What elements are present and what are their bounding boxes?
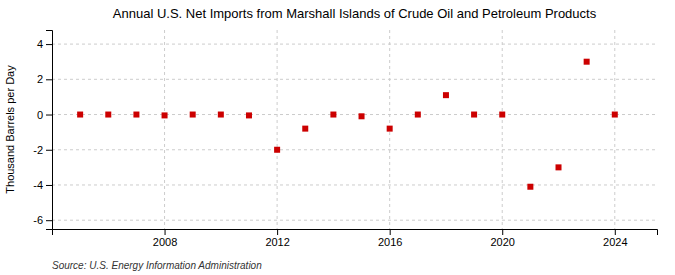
source-note: Source: U.S. Energy Information Administ… [52, 260, 262, 271]
y-tick-label: -4 [33, 179, 43, 191]
plot-area: 2008 2012 2016 2020 2024 -6 -4 -2 0 2 4 [33, 30, 657, 248]
grid-line-x [614, 30, 615, 229]
point [330, 112, 336, 118]
point [246, 112, 252, 118]
x-axis-line [53, 230, 658, 236]
y-axis-title: Thousand Barrels per Day [4, 65, 16, 194]
point [443, 92, 449, 98]
x-tick: 2024 [603, 229, 627, 248]
grid-line-y [52, 149, 657, 150]
grid-line-y [52, 184, 657, 185]
y-axis: -6 -4 -2 0 2 4 [33, 31, 52, 230]
point [133, 112, 139, 118]
y-tick-label: -6 [33, 214, 43, 226]
grid-line-x [164, 30, 165, 229]
y-tick: 2 [37, 73, 52, 85]
points [77, 59, 618, 190]
y-tick-mark [46, 185, 52, 186]
x-tick: 2008 [153, 229, 177, 248]
y-tick-label: 4 [37, 38, 43, 50]
point [499, 112, 505, 118]
point [218, 112, 224, 118]
grid-line-y [52, 44, 657, 45]
point [77, 112, 83, 118]
x-tick-mark [615, 229, 616, 235]
x-tick-mark [390, 229, 391, 235]
grid-line-x [502, 30, 503, 229]
y-tick-mark [46, 44, 52, 45]
y-tick: -4 [33, 179, 52, 191]
y-tick: 0 [37, 109, 52, 121]
y-tick-mark [46, 79, 52, 80]
point [162, 112, 168, 118]
y-tick: -2 [33, 144, 52, 156]
y-tick-mark [46, 115, 52, 116]
y-tick-mark [46, 150, 52, 151]
title: Annual U.S. Net Imports from Marshall Is… [113, 6, 597, 21]
x-tick-mark [277, 229, 278, 235]
x-tick-label: 2008 [153, 236, 177, 248]
grid-line-y [52, 220, 657, 221]
x-tick-mark [165, 229, 166, 235]
y-axis-line [46, 31, 53, 230]
x-tick-label: 2016 [378, 236, 402, 248]
point [190, 112, 196, 118]
y-tick: -6 [33, 214, 52, 226]
grid-line-x [277, 30, 278, 229]
y-tick: 4 [37, 38, 52, 50]
x-tick: 2016 [378, 229, 402, 248]
y-tick-label: 2 [37, 73, 43, 85]
grid [52, 30, 657, 229]
x-tick-label: 2024 [603, 236, 627, 248]
grid-line-y [52, 79, 657, 80]
x-axis: 2008 2012 2016 2020 2024 [53, 229, 658, 248]
point [612, 112, 618, 118]
point [415, 112, 421, 118]
point [387, 126, 393, 132]
point [471, 112, 477, 118]
y-tick-mark [46, 220, 52, 221]
y-tick-label: 0 [37, 109, 43, 121]
point [359, 113, 365, 119]
point [274, 147, 280, 153]
point [105, 112, 111, 118]
x-tick: 2020 [490, 229, 514, 248]
x-tick-mark [502, 229, 503, 235]
point [556, 164, 562, 170]
x-tick: 2012 [265, 229, 289, 248]
chart-svg: 2008 2012 2016 2020 2024 -6 -4 -2 0 2 4 Annual U.S.… [0, 0, 675, 275]
x-tick-label: 2012 [265, 236, 289, 248]
point [302, 126, 308, 132]
point [527, 184, 533, 190]
y-tick-label: -2 [33, 144, 43, 156]
grid-line-y [52, 114, 657, 115]
point [584, 59, 590, 65]
x-tick-label: 2020 [490, 236, 514, 248]
